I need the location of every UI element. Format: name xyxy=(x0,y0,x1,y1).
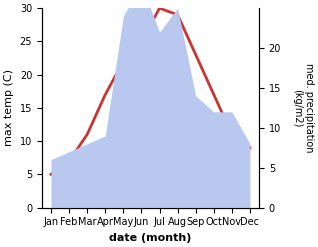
Y-axis label: max temp (C): max temp (C) xyxy=(4,69,14,146)
X-axis label: date (month): date (month) xyxy=(109,233,192,243)
Y-axis label: med. precipitation
(kg/m2): med. precipitation (kg/m2) xyxy=(292,63,314,153)
